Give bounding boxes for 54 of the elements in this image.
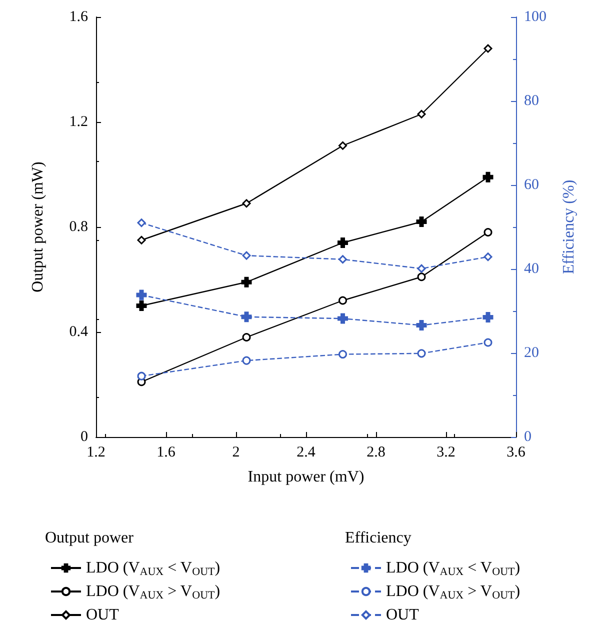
x-tick-label: 3.6 xyxy=(506,444,526,460)
point xyxy=(338,296,347,305)
point xyxy=(242,199,251,208)
y-tick-label: 1.2 xyxy=(69,114,88,130)
y-tick-label: 1.6 xyxy=(69,9,88,25)
point xyxy=(484,338,492,347)
x-tick-label: 1.2 xyxy=(86,444,106,460)
point xyxy=(484,228,492,236)
point xyxy=(137,236,146,244)
y-tick-label: 0 xyxy=(80,429,88,445)
x-axis-title: Input power (mV) xyxy=(248,468,364,486)
x-tick-label: 3.2 xyxy=(436,444,456,460)
point xyxy=(338,255,347,264)
point xyxy=(416,320,427,331)
point xyxy=(417,349,426,358)
x-tick-label: 2.4 xyxy=(296,444,316,460)
point xyxy=(242,333,251,342)
y-tick-label: 0.8 xyxy=(69,219,88,235)
legend-label: OUT xyxy=(86,606,120,624)
point xyxy=(241,312,252,322)
point xyxy=(136,290,147,300)
y2-tick-label: 0 xyxy=(524,429,532,445)
y2-tick-label: 40 xyxy=(524,261,539,277)
point xyxy=(242,251,251,260)
point xyxy=(242,356,251,365)
y-axis-title: Output power (mW) xyxy=(30,162,46,292)
y2-tick-label: 60 xyxy=(524,177,539,193)
y2-tick-label: 20 xyxy=(524,345,539,361)
y2-axis-title: Efficiency (%) xyxy=(560,180,578,274)
x-tick-label: 2 xyxy=(232,444,240,460)
x-tick-label: 1.6 xyxy=(156,444,176,460)
x-tick-label: 2.8 xyxy=(366,444,386,460)
point xyxy=(137,218,146,228)
point xyxy=(136,300,147,311)
point xyxy=(338,141,347,150)
point xyxy=(338,238,348,248)
point xyxy=(241,276,252,288)
y2-tick-label: 100 xyxy=(524,9,546,25)
y-tick-label: 0.4 xyxy=(69,324,88,340)
point xyxy=(137,372,146,380)
point xyxy=(484,252,492,262)
point xyxy=(484,44,492,53)
point xyxy=(482,172,494,182)
point xyxy=(417,110,426,118)
point xyxy=(416,216,427,227)
text: Efficiency xyxy=(345,530,412,546)
point xyxy=(482,312,494,323)
point xyxy=(338,313,348,324)
point xyxy=(338,350,347,359)
point xyxy=(417,264,426,273)
legend-label: OUT xyxy=(386,606,420,624)
point xyxy=(417,272,426,282)
y2-tick-label: 80 xyxy=(524,93,539,109)
text: Output power xyxy=(45,530,134,546)
